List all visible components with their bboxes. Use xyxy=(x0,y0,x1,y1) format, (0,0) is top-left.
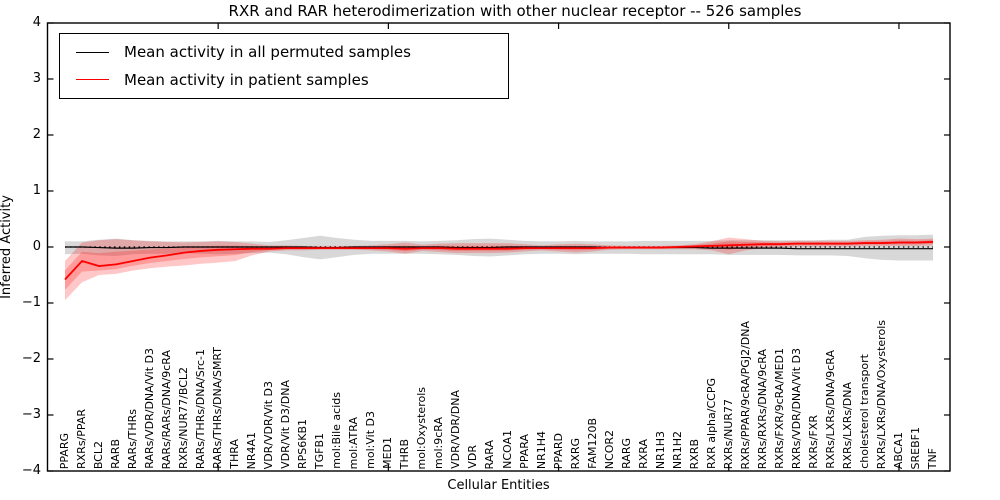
category-label: mol:Oxysterols xyxy=(415,386,429,470)
category-label: ABCA1 xyxy=(891,431,905,469)
category-label: mol:ATRA xyxy=(347,416,361,469)
category-label: RXRs/RXRs/DNA/9cRA xyxy=(755,348,769,469)
chart-title: RXR and RAR heterodimerization with othe… xyxy=(228,2,802,20)
y-tick-label: 4 xyxy=(32,15,41,30)
x-axis-label: Cellular Entities xyxy=(447,478,550,493)
category-label: RXRs/NUR77/BCL2 xyxy=(177,366,191,469)
y-tick-label: −4 xyxy=(21,463,41,478)
category-label: VDR/Vit D3/DNA xyxy=(279,380,293,469)
legend-label: Mean activity in all permuted samples xyxy=(124,43,411,62)
category-label: RXRs/LXRs/DNA xyxy=(840,381,854,469)
category-label: NR1H3 xyxy=(653,430,667,469)
category-label: TNF xyxy=(926,447,939,469)
patient-mean-line xyxy=(64,241,934,281)
category-label: MED1 xyxy=(381,437,395,469)
category-label: RXRA xyxy=(636,439,650,469)
category-label: RXRs/NUR77 xyxy=(721,398,735,469)
category-label: mol:Vit D3 xyxy=(364,411,378,469)
legend-line-sample-red xyxy=(76,79,109,81)
y-tick-label: 0 xyxy=(32,239,41,254)
category-label: RXRs/LXRs/DNA/9cRA xyxy=(823,350,837,469)
category-label: mol:9cRA xyxy=(432,417,446,469)
category-label: RARA xyxy=(483,439,497,469)
legend-label: Mean activity in patient samples xyxy=(124,70,369,89)
category-label: VDR/VDR/DNA xyxy=(449,390,463,469)
legend-line-sample-black xyxy=(76,51,109,53)
category-label: RXRs/PPAR xyxy=(75,409,89,469)
y-tick-label: −2 xyxy=(21,351,41,366)
category-label: RXRs/FXR xyxy=(806,415,820,469)
category-label: RARs/VDR/DNA/Vit D3 xyxy=(143,348,157,469)
y-tick-label: 1 xyxy=(32,183,41,198)
category-label: RARB xyxy=(109,439,123,469)
y-tick-label: 2 xyxy=(32,127,41,142)
y-tick-label: 3 xyxy=(32,71,41,86)
category-label: RARs/THRs xyxy=(126,408,140,469)
category-label: PPARG xyxy=(58,432,71,469)
category-label: THRB xyxy=(398,438,412,469)
category-label: VDR/VDR/Vit D3 xyxy=(262,380,276,469)
category-label: PPARD xyxy=(551,432,565,469)
category-label: RARs/THRs/DNA/SMRT xyxy=(211,347,225,469)
category-label: NCOR2 xyxy=(602,429,616,469)
category-label: THRA xyxy=(228,439,242,469)
category-label: RARs/RARs/DNA/9cRA xyxy=(160,349,174,469)
patient-band-inner xyxy=(65,240,933,290)
category-label: RXRs/PPAR/9cRA/PGJ2/DNA xyxy=(738,320,752,470)
category-label: mol:Bile acids xyxy=(330,392,344,469)
category-label: RXR alpha/CCPG xyxy=(704,377,718,469)
permuted-mean-line xyxy=(65,246,933,250)
category-label: RXRs/FXR/9cRA/MED1 xyxy=(772,348,786,469)
category-label: TGFB1 xyxy=(313,432,327,469)
category-label: RXRG xyxy=(568,437,582,469)
category-label: NR4A1 xyxy=(245,431,259,469)
category-label: RXRB xyxy=(687,438,701,469)
category-label: RXRs/VDR/DNA/Vit D3 xyxy=(789,347,803,469)
y-tick-label: −1 xyxy=(21,295,41,310)
y-tick-label: −3 xyxy=(21,407,41,422)
category-label: RXRs/LXRs/DNA/Oxysterols xyxy=(874,319,888,469)
category-label: BCL2 xyxy=(92,440,106,469)
category-label: cholesterol transport xyxy=(857,354,871,469)
category-label: FAM120B xyxy=(585,418,599,469)
category-label: SREBF1 xyxy=(908,426,922,469)
category-label: RARG xyxy=(619,438,633,469)
category-label: RPS6KB1 xyxy=(296,418,310,469)
category-label: RARs/THRs/DNA/Src-1 xyxy=(194,348,208,469)
legend-item-patient: Mean activity in patient samples xyxy=(60,71,508,89)
category-label: NR1H4 xyxy=(534,430,548,469)
legend-item-permuted: Mean activity in all permuted samples xyxy=(60,43,508,61)
category-label: NCOA1 xyxy=(500,430,514,469)
legend: Mean activity in all permuted samples Me… xyxy=(59,33,509,99)
category-label: PPARA xyxy=(517,434,531,469)
category-label: NR1H2 xyxy=(670,430,684,469)
category-label: VDR xyxy=(466,445,480,469)
